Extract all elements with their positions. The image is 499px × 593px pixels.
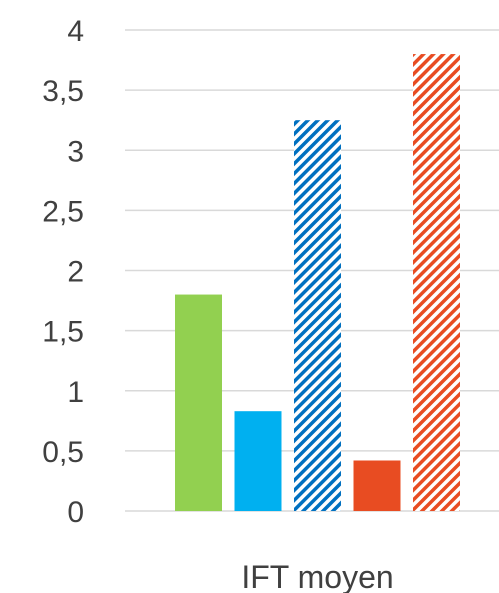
- y-tick-label: 0: [67, 496, 84, 529]
- y-tick-label: 0,5: [42, 436, 84, 469]
- bar-2: [234, 411, 282, 511]
- y-tick-label: 4: [67, 15, 84, 48]
- y-tick-label: 2,5: [42, 195, 84, 228]
- bars: [175, 54, 460, 512]
- bar-5: [413, 54, 460, 512]
- x-category-label: IFT moyen: [241, 559, 393, 593]
- x-axis-ticks: IFT moyen: [241, 559, 393, 593]
- y-tick-label: 3,5: [42, 75, 84, 108]
- y-tick-label: 1: [67, 376, 84, 409]
- y-axis-ticks: 0 0,5 1 1,5 2 2,5 3 3,5 4: [42, 15, 84, 529]
- y-tick-label: 1,5: [42, 316, 84, 349]
- y-tick-label: 2: [67, 256, 84, 289]
- bar-4: [353, 460, 401, 511]
- bar-1: [175, 294, 222, 511]
- y-tick-label: 3: [67, 135, 84, 168]
- bar-3: [294, 120, 341, 511]
